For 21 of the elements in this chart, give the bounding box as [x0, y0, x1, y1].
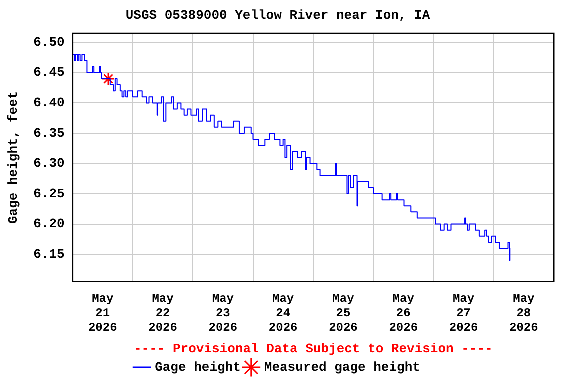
x-tick-label: May 25 2026 [329, 292, 358, 335]
y-tick-label: 6.30 [34, 156, 65, 172]
y-tick-label: 6.15 [34, 246, 65, 262]
x-tick-label: May 22 2026 [148, 292, 178, 335]
y-tick-label: 6.35 [34, 126, 65, 141]
legend-label: Measured gage height [264, 360, 420, 375]
x-tick-label: May 27 2026 [449, 292, 478, 335]
y-axis-title: Gage height, feet [6, 91, 22, 224]
legend-label: Gage height [155, 360, 241, 375]
y-tick-label: 6.40 [34, 96, 65, 110]
y-tick-label: 6.50 [34, 34, 65, 50]
text: ---- Provisional Data Subject to Revision ---- [134, 341, 493, 356]
x-tick-label: May 21 2026 [88, 292, 118, 335]
x-tick-label: May 23 2026 [208, 292, 238, 335]
y-tick-label: 6.45 [34, 65, 65, 80]
x-tick-label: May 24 2026 [268, 292, 298, 335]
x-tick-label: May 26 2026 [389, 292, 418, 335]
chart-title: USGS 05389000 Yellow River near Ion, IA [126, 8, 430, 24]
y-tick-label: 6.25 [34, 186, 65, 202]
y-tick-label: 6.20 [34, 216, 65, 232]
x-tick-label: May 28 2026 [510, 292, 538, 335]
